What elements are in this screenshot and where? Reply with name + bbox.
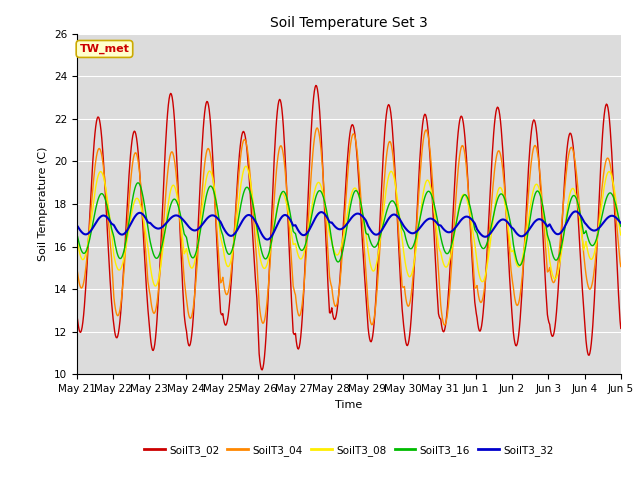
Line: SoilT3_32: SoilT3_32 [77, 211, 621, 240]
SoilT3_04 [83, 258, 90, 264]
SoilT3_16 [195, 238, 202, 244]
SoilT3_04 [617, 264, 625, 269]
SoilT3_08 [152, 283, 159, 289]
SoilT3_04 [194, 252, 202, 257]
SoilT3_16 [516, 263, 524, 268]
SoilT3_02 [617, 325, 625, 331]
SoilT3_16 [223, 250, 231, 255]
SoilT3_04 [416, 179, 424, 185]
SoilT3_02 [417, 149, 424, 155]
SoilT3_04 [73, 265, 81, 271]
SoilT3_08 [433, 224, 440, 230]
SoilT3_16 [416, 218, 424, 224]
SoilT3_16 [617, 224, 625, 229]
SoilT3_16 [83, 247, 90, 253]
Y-axis label: Soil Temperature (C): Soil Temperature (C) [38, 147, 48, 261]
Title: Soil Temperature Set 3: Soil Temperature Set 3 [270, 16, 428, 30]
Line: SoilT3_08: SoilT3_08 [77, 167, 621, 286]
SoilT3_16 [134, 180, 142, 186]
SoilT3_32 [223, 230, 230, 236]
SoilT3_32 [83, 231, 90, 237]
SoilT3_32 [572, 208, 579, 214]
SoilT3_32 [617, 220, 625, 226]
SoilT3_16 [140, 196, 147, 202]
SoilT3_02 [194, 228, 202, 234]
SoilT3_32 [416, 226, 424, 231]
SoilT3_16 [431, 207, 439, 213]
SoilT3_08 [417, 211, 424, 217]
SoilT3_02 [73, 312, 81, 318]
SoilT3_08 [195, 234, 202, 240]
SoilT3_02 [312, 83, 320, 88]
Line: SoilT3_02: SoilT3_02 [77, 85, 621, 370]
SoilT3_08 [242, 164, 250, 169]
SoilT3_04 [223, 292, 230, 298]
Legend: SoilT3_02, SoilT3_04, SoilT3_08, SoilT3_16, SoilT3_32: SoilT3_02, SoilT3_04, SoilT3_08, SoilT3_… [140, 441, 558, 460]
Line: SoilT3_04: SoilT3_04 [77, 128, 621, 325]
SoilT3_08 [617, 232, 625, 238]
Text: TW_met: TW_met [79, 44, 129, 54]
SoilT3_02 [433, 273, 440, 279]
SoilT3_08 [223, 264, 231, 269]
SoilT3_08 [83, 247, 90, 253]
SoilT3_32 [194, 227, 202, 232]
X-axis label: Time: Time [335, 400, 362, 409]
Line: SoilT3_16: SoilT3_16 [77, 183, 621, 265]
SoilT3_04 [441, 322, 449, 328]
SoilT3_04 [314, 125, 321, 131]
SoilT3_16 [73, 231, 81, 237]
SoilT3_02 [139, 218, 147, 224]
SoilT3_32 [431, 218, 439, 224]
SoilT3_04 [139, 206, 147, 212]
SoilT3_02 [223, 321, 230, 327]
SoilT3_02 [259, 367, 266, 373]
SoilT3_08 [73, 236, 81, 241]
SoilT3_32 [139, 211, 147, 217]
SoilT3_32 [73, 223, 81, 228]
SoilT3_02 [83, 270, 90, 276]
SoilT3_32 [264, 237, 271, 242]
SoilT3_04 [431, 223, 439, 228]
SoilT3_08 [139, 212, 147, 218]
